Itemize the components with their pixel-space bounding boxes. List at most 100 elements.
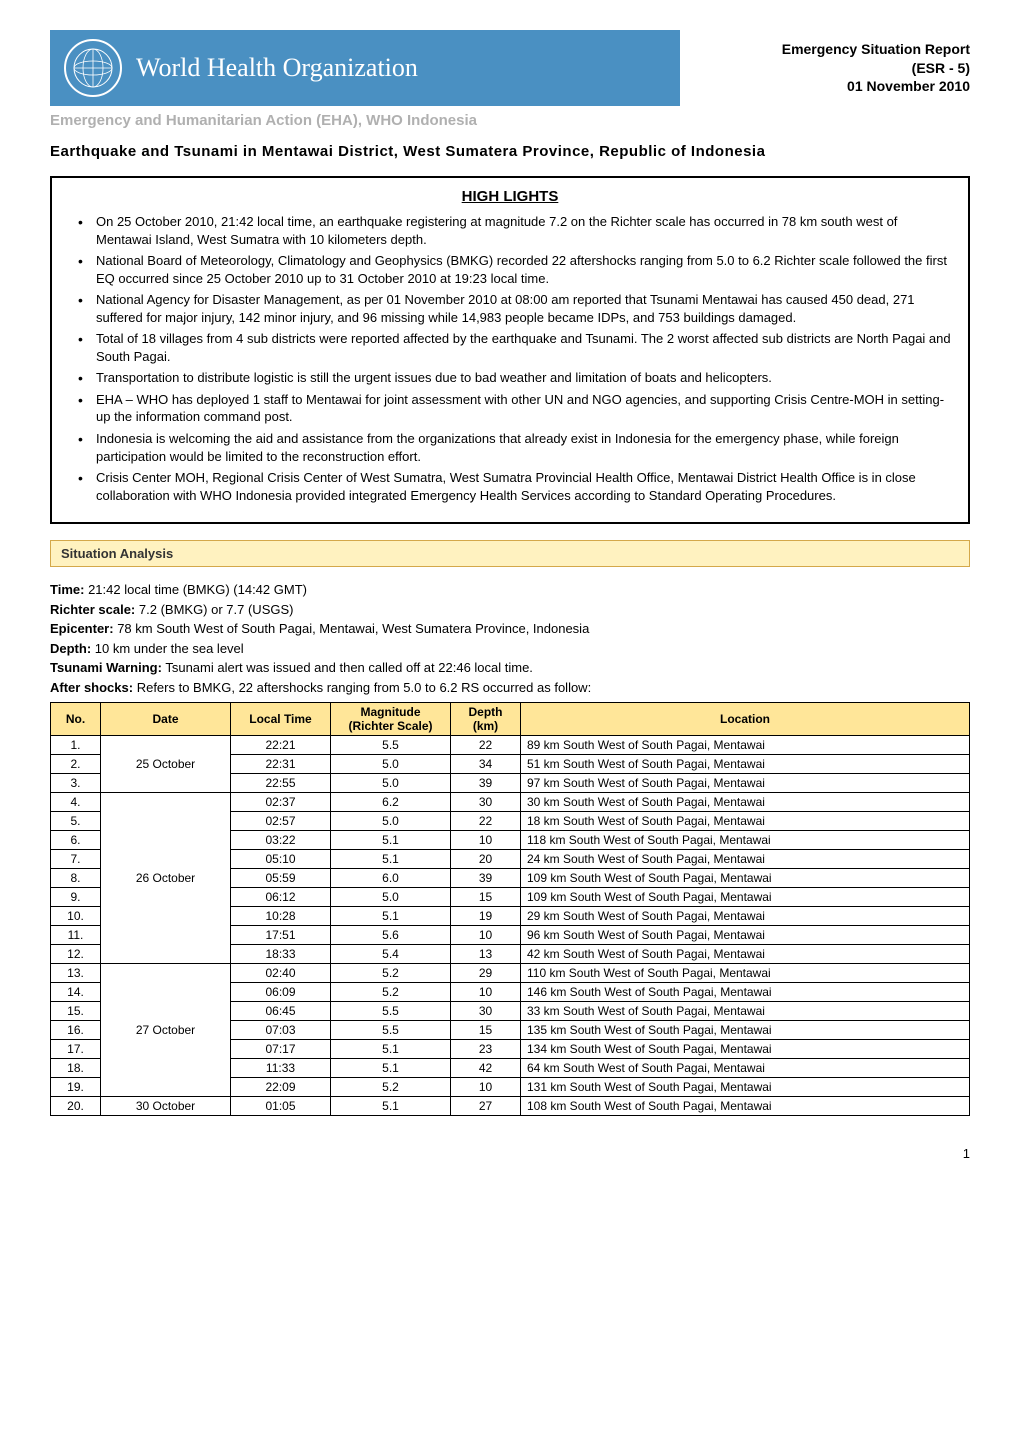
cell-time: 06:45 [231,1002,331,1021]
th-mag: Magnitude(Richter Scale) [331,703,451,736]
cell-location: 42 km South West of South Pagai, Mentawa… [521,945,970,964]
cell-location: 33 km South West of South Pagai, Mentawa… [521,1002,970,1021]
cell-depth: 10 [451,983,521,1002]
cell-time: 07:17 [231,1040,331,1059]
table-row: 1.25 October22:215.52289 km South West o… [51,736,970,755]
cell-depth: 13 [451,945,521,964]
cell-date: 27 October [101,964,231,1097]
table-row: 20.30 October01:055.127108 km South West… [51,1097,970,1116]
cell-location: 131 km South West of South Pagai, Mentaw… [521,1078,970,1097]
cell-time: 22:31 [231,755,331,774]
table-row: 4.26 October02:376.23030 km South West o… [51,793,970,812]
tsunami-val: Tsunami alert was issued and then called… [165,660,533,675]
cell-depth: 39 [451,774,521,793]
cell-no: 12. [51,945,101,964]
cell-date: 25 October [101,736,231,793]
cell-location: 51 km South West of South Pagai, Mentawa… [521,755,970,774]
cell-time: 06:09 [231,983,331,1002]
cell-time: 22:21 [231,736,331,755]
cell-magnitude: 5.5 [331,1002,451,1021]
cell-magnitude: 5.1 [331,1040,451,1059]
cell-time: 17:51 [231,926,331,945]
cell-location: 134 km South West of South Pagai, Mentaw… [521,1040,970,1059]
cell-time: 07:03 [231,1021,331,1040]
cell-depth: 34 [451,755,521,774]
cell-depth: 42 [451,1059,521,1078]
highlights-title: HIGH LIGHTS [68,188,952,205]
cell-time: 01:05 [231,1097,331,1116]
cell-magnitude: 5.6 [331,926,451,945]
cell-no: 10. [51,907,101,926]
cell-magnitude: 6.2 [331,793,451,812]
cell-location: 146 km South West of South Pagai, Mentaw… [521,983,970,1002]
situation-block: Time: 21:42 local time (BMKG) (14:42 GMT… [50,581,970,696]
cell-no: 8. [51,869,101,888]
cell-no: 18. [51,1059,101,1078]
highlight-item: National Board of Meteorology, Climatolo… [68,252,952,287]
cell-magnitude: 5.5 [331,736,451,755]
cell-no: 17. [51,1040,101,1059]
cell-no: 13. [51,964,101,983]
cell-depth: 10 [451,926,521,945]
epicenter-val: 78 km South West of South Pagai, Mentawa… [117,621,589,636]
cell-no: 16. [51,1021,101,1040]
aftershock-table: No. Date Local Time Magnitude(Richter Sc… [50,702,970,1116]
th-time: Local Time [231,703,331,736]
who-logo-icon [64,39,122,97]
aftershocks-label: After shocks: [50,680,133,695]
esr-line3: 01 November 2010 [782,77,970,96]
esr-block: Emergency Situation Report (ESR - 5) 01 … [782,40,970,97]
cell-location: 89 km South West of South Pagai, Mentawa… [521,736,970,755]
cell-no: 1. [51,736,101,755]
esr-line1: Emergency Situation Report [782,40,970,59]
cell-location: 135 km South West of South Pagai, Mentaw… [521,1021,970,1040]
highlight-item: Total of 18 villages from 4 sub district… [68,330,952,365]
cell-magnitude: 5.2 [331,964,451,983]
esr-line2: (ESR - 5) [782,59,970,78]
highlight-item: EHA – WHO has deployed 1 staff to Mentaw… [68,391,952,426]
subheader: Emergency and Humanitarian Action (EHA),… [50,112,970,129]
th-depth-l1: Depth [469,705,503,719]
cell-magnitude: 5.0 [331,774,451,793]
highlight-item: On 25 October 2010, 21:42 local time, an… [68,213,952,248]
th-depth-l2: (km) [473,719,498,733]
cell-magnitude: 5.5 [331,1021,451,1040]
cell-depth: 20 [451,850,521,869]
time-val: 21:42 local time (BMKG) (14:42 GMT) [88,582,307,597]
cell-time: 05:10 [231,850,331,869]
cell-no: 3. [51,774,101,793]
richter-val: 7.2 (BMKG) or 7.7 (USGS) [139,602,294,617]
cell-location: 97 km South West of South Pagai, Mentawa… [521,774,970,793]
cell-depth: 22 [451,812,521,831]
aftershock-tbody: 1.25 October22:215.52289 km South West o… [51,736,970,1116]
cell-date: 30 October [101,1097,231,1116]
depth-label: Depth: [50,641,91,656]
time-label: Time: [50,582,84,597]
cell-time: 05:59 [231,869,331,888]
cell-depth: 15 [451,1021,521,1040]
cell-magnitude: 5.0 [331,755,451,774]
cell-magnitude: 5.2 [331,1078,451,1097]
cell-location: 24 km South West of South Pagai, Mentawa… [521,850,970,869]
th-mag-l1: Magnitude [361,705,421,719]
cell-depth: 30 [451,793,521,812]
cell-magnitude: 5.1 [331,907,451,926]
cell-location: 96 km South West of South Pagai, Mentawa… [521,926,970,945]
cell-no: 9. [51,888,101,907]
page-number: 1 [50,1146,970,1161]
cell-location: 118 km South West of South Pagai, Mentaw… [521,831,970,850]
highlight-item: National Agency for Disaster Management,… [68,291,952,326]
cell-depth: 10 [451,831,521,850]
cell-location: 30 km South West of South Pagai, Mentawa… [521,793,970,812]
kv-epicenter: Epicenter: 78 km South West of South Pag… [50,620,970,638]
cell-no: 4. [51,793,101,812]
cell-magnitude: 5.0 [331,812,451,831]
kv-time: Time: 21:42 local time (BMKG) (14:42 GMT… [50,581,970,599]
th-mag-l2: (Richter Scale) [348,719,432,733]
cell-time: 02:40 [231,964,331,983]
cell-time: 22:09 [231,1078,331,1097]
kv-depth: Depth: 10 km under the sea level [50,640,970,658]
cell-time: 02:57 [231,812,331,831]
situation-section-bar: Situation Analysis [50,540,970,567]
th-loc: Location [521,703,970,736]
